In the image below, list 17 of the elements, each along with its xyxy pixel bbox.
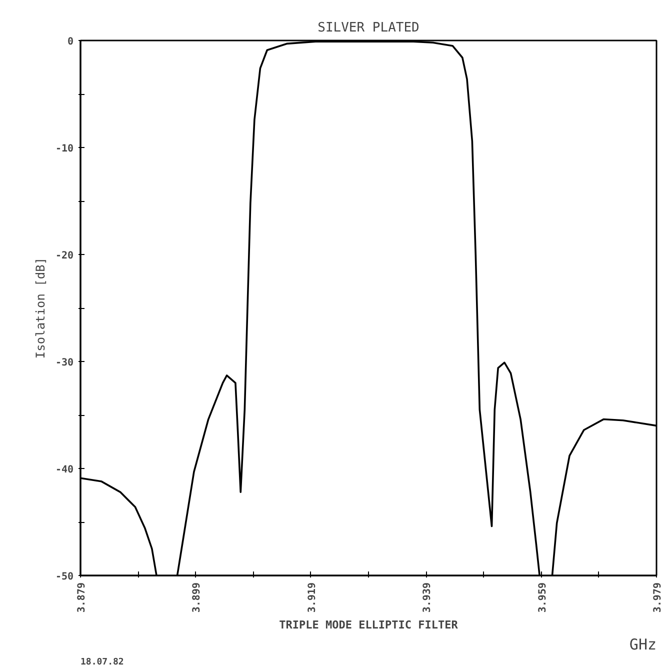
chart-title: SILVER PLATED [318, 20, 420, 36]
x-tick-label: 3.979 [652, 582, 664, 613]
x-tick-label: 3.919 [306, 582, 318, 613]
y-tick-label: -10 [55, 144, 74, 154]
y-tick-label: -40 [55, 464, 74, 476]
x-tick-label: 3.899 [192, 582, 203, 613]
text: TRIPLE MODE ELLIPTIC FILTER [279, 618, 458, 632]
x-axis-title: GHz [629, 636, 656, 654]
x-tick-label: 3.879 [76, 582, 88, 613]
y-tick-label: -30 [55, 358, 74, 368]
y-tick-label: -50 [55, 572, 74, 582]
y-tick-label: -20 [55, 250, 74, 262]
text: 18.07.82 [80, 658, 124, 668]
y-axis-title: Isolation [dB] [33, 257, 48, 359]
y-tick-label: 0 [67, 36, 74, 48]
x-tick-label: 3.959 [537, 582, 548, 613]
x-tick-label: 3.939 [422, 582, 434, 613]
